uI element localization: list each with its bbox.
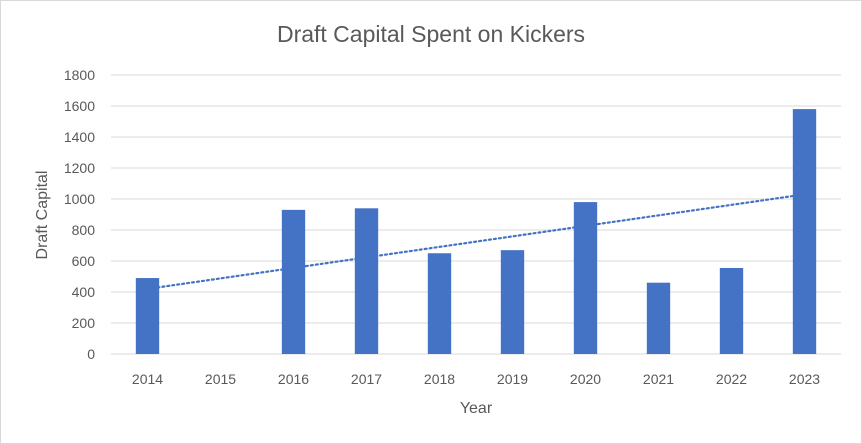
x-tick-label: 2015 xyxy=(205,371,236,387)
x-axis-title: Year xyxy=(460,400,493,417)
y-axis-title: Draft Capital xyxy=(34,171,51,260)
bar-2022 xyxy=(719,267,744,354)
y-tick-label: 400 xyxy=(72,284,96,300)
x-axis-tick-labels: 2014 2015 2016 2017 2018 2019 2020 2021 2022 2023 xyxy=(132,371,820,387)
bar-2019 xyxy=(500,250,525,354)
x-tick-label: 2014 xyxy=(132,371,163,387)
y-tick-label: 1400 xyxy=(64,129,95,145)
bar-2014 xyxy=(135,278,160,354)
trendline-group xyxy=(146,193,806,290)
gridlines xyxy=(111,74,841,355)
x-tick-label: 2020 xyxy=(570,371,601,387)
y-tick-label: 800 xyxy=(72,222,96,238)
bars xyxy=(135,109,817,354)
x-tick-label: 2018 xyxy=(424,371,455,387)
y-tick-label: 1800 xyxy=(64,67,95,83)
x-tick-label: 2023 xyxy=(789,371,820,387)
bar-2016 xyxy=(281,209,306,354)
bar-2020 xyxy=(573,202,598,354)
y-tick-label: 1000 xyxy=(64,191,95,207)
x-tick-label: 2019 xyxy=(497,371,528,387)
bar-2017 xyxy=(354,208,379,354)
y-tick-label: 1600 xyxy=(64,98,95,114)
bar-2023 xyxy=(792,109,817,354)
trendline xyxy=(146,193,806,290)
x-tick-label: 2021 xyxy=(643,371,674,387)
y-tick-label: 600 xyxy=(72,253,96,269)
x-tick-label: 2017 xyxy=(351,371,382,387)
y-tick-label: 0 xyxy=(87,346,95,362)
bar-2021 xyxy=(646,282,671,354)
chart-title: Draft Capital Spent on Kickers xyxy=(277,21,585,47)
y-tick-label: 200 xyxy=(72,315,96,331)
bar-2018 xyxy=(427,253,452,354)
y-axis-tick-labels: 0 200 400 600 800 1000 1200 1400 1600 1800 xyxy=(64,67,95,362)
x-tick-label: 2022 xyxy=(716,371,747,387)
x-tick-label: 2016 xyxy=(278,371,309,387)
y-tick-label: 1200 xyxy=(64,160,95,176)
